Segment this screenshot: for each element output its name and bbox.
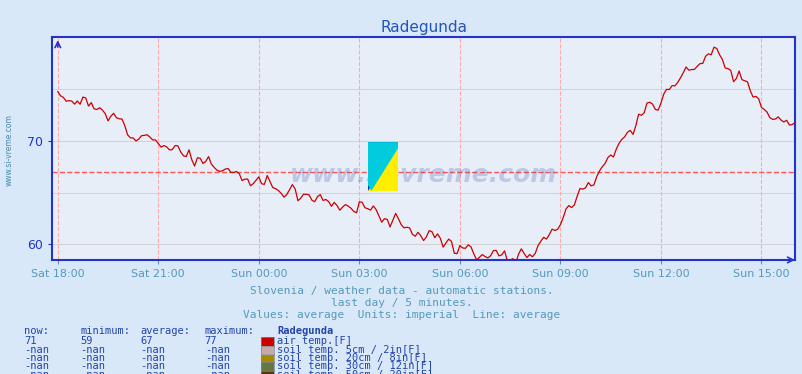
Text: 59: 59 (80, 336, 93, 346)
Text: maximum:: maximum: (205, 326, 254, 335)
Text: -nan: -nan (24, 353, 49, 363)
Text: -nan: -nan (205, 361, 229, 371)
Text: average:: average: (140, 326, 190, 335)
Text: -nan: -nan (140, 353, 165, 363)
Text: now:: now: (24, 326, 49, 335)
Text: www.si-vreme.com: www.si-vreme.com (5, 114, 14, 186)
Title: Radegunda: Radegunda (379, 20, 467, 35)
Text: -nan: -nan (24, 345, 49, 355)
Text: Values: average  Units: imperial  Line: average: Values: average Units: imperial Line: av… (242, 310, 560, 320)
Text: Radegunda: Radegunda (277, 326, 333, 335)
Text: soil temp. 20cm / 8in[F]: soil temp. 20cm / 8in[F] (277, 353, 427, 363)
Text: -nan: -nan (24, 370, 49, 374)
Text: -nan: -nan (140, 361, 165, 371)
Text: last day / 5 minutes.: last day / 5 minutes. (330, 298, 472, 308)
Text: 77: 77 (205, 336, 217, 346)
Text: air temp.[F]: air temp.[F] (277, 336, 351, 346)
Text: -nan: -nan (205, 353, 229, 363)
Text: -nan: -nan (80, 345, 105, 355)
Text: minimum:: minimum: (80, 326, 130, 335)
Text: -nan: -nan (140, 370, 165, 374)
Text: soil temp. 50cm / 20in[F]: soil temp. 50cm / 20in[F] (277, 370, 433, 374)
Polygon shape (367, 142, 398, 191)
Polygon shape (367, 142, 398, 191)
Text: -nan: -nan (80, 353, 105, 363)
Polygon shape (367, 142, 398, 191)
Text: soil temp. 5cm / 2in[F]: soil temp. 5cm / 2in[F] (277, 345, 420, 355)
Text: -nan: -nan (80, 370, 105, 374)
Text: -nan: -nan (205, 370, 229, 374)
Text: 67: 67 (140, 336, 153, 346)
Text: -nan: -nan (205, 345, 229, 355)
Text: Slovenia / weather data - automatic stations.: Slovenia / weather data - automatic stat… (249, 286, 553, 295)
Text: 71: 71 (24, 336, 37, 346)
Text: soil temp. 30cm / 12in[F]: soil temp. 30cm / 12in[F] (277, 361, 433, 371)
Text: -nan: -nan (80, 361, 105, 371)
Text: www.si-vreme.com: www.si-vreme.com (290, 163, 557, 187)
Text: -nan: -nan (24, 361, 49, 371)
Text: -nan: -nan (140, 345, 165, 355)
